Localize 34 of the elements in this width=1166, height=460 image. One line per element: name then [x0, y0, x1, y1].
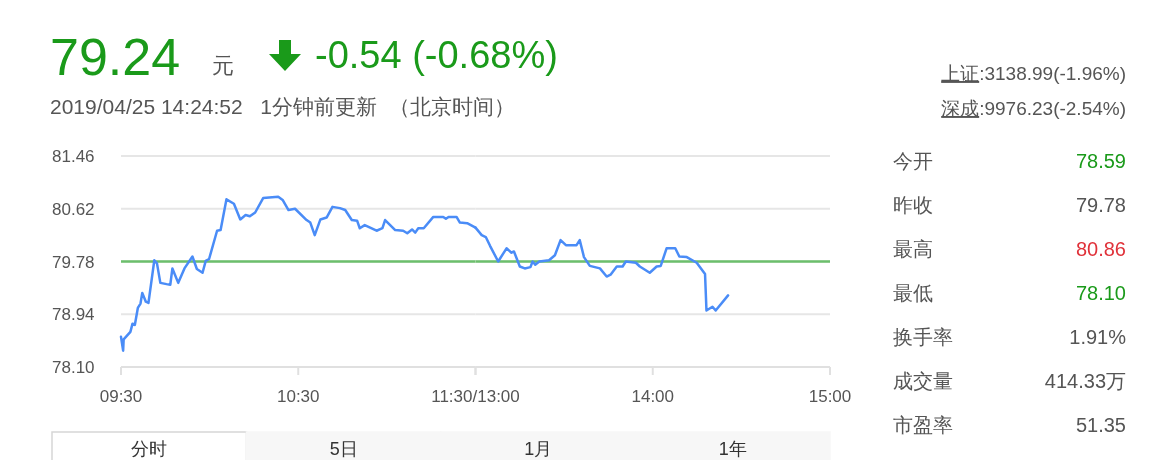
- category-label: 昨收: [893, 194, 933, 216]
- text: 51.35: [1075, 414, 1126, 436]
- text: 79.78: [1075, 194, 1126, 216]
- text: 1月: [524, 439, 553, 459]
- text: 80.86: [1075, 238, 1126, 260]
- category-label: 成交量: [893, 370, 953, 392]
- y-tick-label: 79.78: [52, 252, 95, 272]
- y-tick-label: 81.46: [52, 147, 95, 166]
- text: 5日: [329, 439, 358, 459]
- text: 分时: [131, 439, 168, 459]
- y-tick-label: 78.10: [52, 358, 95, 377]
- x-tick-label: 09:30: [99, 387, 143, 406]
- text: 1.91%: [1069, 326, 1126, 348]
- category-label: 最低: [893, 282, 933, 304]
- text: 78.59: [1075, 150, 1126, 172]
- category-label: 最高: [893, 238, 933, 260]
- text: 78.10: [1075, 282, 1126, 304]
- x-tick-label: 11:30/13:00: [431, 387, 520, 406]
- y-tick-label: 78.94: [52, 305, 95, 325]
- x-tick-label: 14:00: [631, 387, 675, 406]
- text: 元: [212, 53, 234, 78]
- category-label: 换手率: [893, 326, 953, 348]
- chart-subtitle: 2019/04/25 14:24:52 1分钟前更新 （北京时间）: [50, 95, 515, 118]
- text: 1年: [718, 439, 747, 459]
- category-label: 今开: [893, 150, 933, 172]
- text: 414.33万: [1044, 370, 1126, 392]
- category-label: 市盈率: [893, 414, 953, 436]
- x-tick-label: 10:30: [276, 387, 320, 406]
- y-tick-label: 80.62: [52, 199, 95, 219]
- text: -0.54 (-0.68%): [315, 34, 558, 76]
- text: 深成:9976.23(-2.54%): [941, 98, 1126, 119]
- x-tick-label: 15:00: [808, 387, 852, 406]
- title: 79.24: [50, 28, 181, 86]
- text: 上证:3138.99(-1.96%): [941, 63, 1126, 84]
